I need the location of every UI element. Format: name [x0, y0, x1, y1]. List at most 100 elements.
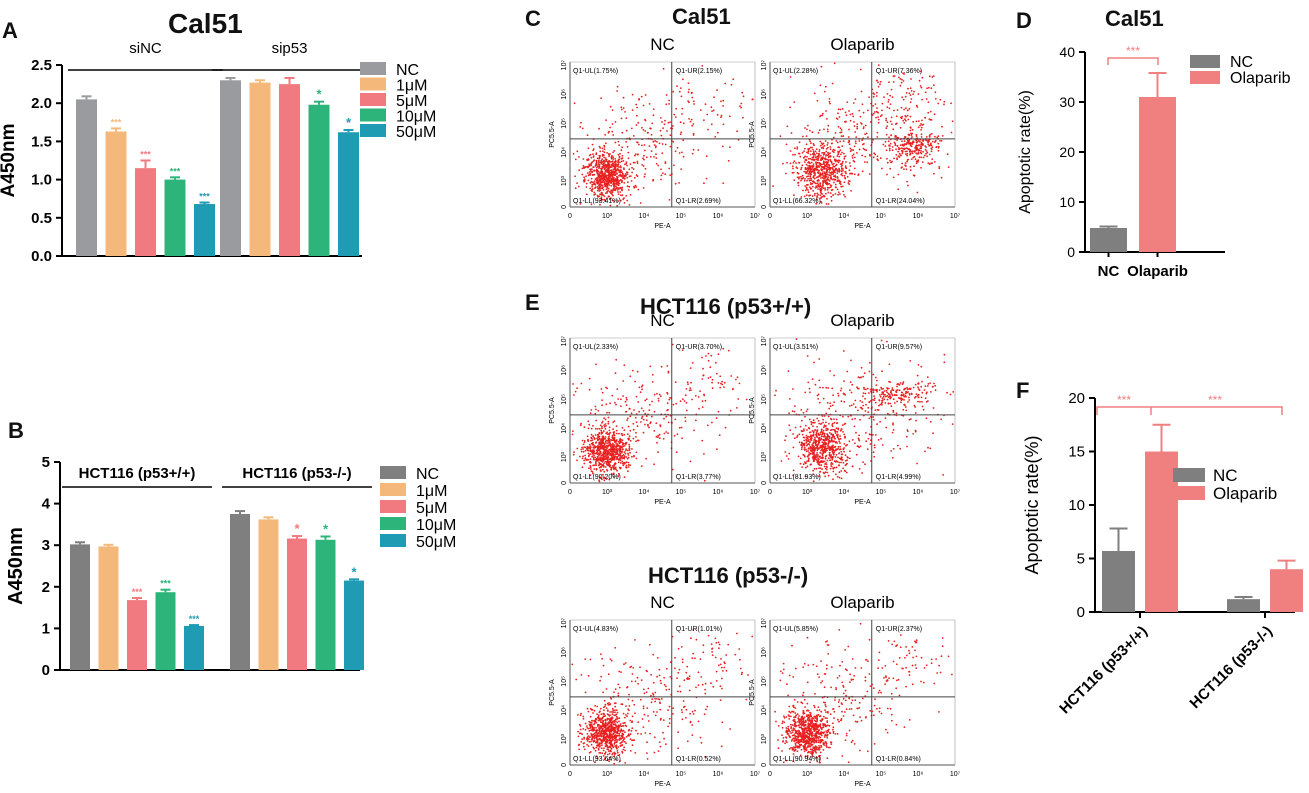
- flow-dot: [674, 381, 677, 383]
- flow-dot: [809, 391, 811, 394]
- panel-a-title: Cal51: [168, 8, 243, 39]
- flow-dot: [598, 461, 601, 464]
- group-label: HCT116 (p53+/+): [79, 465, 196, 482]
- flow-dot: [845, 120, 847, 123]
- flow-dot: [614, 466, 617, 469]
- flow-dot: [835, 466, 838, 469]
- flow-dot: [679, 121, 682, 124]
- flow-dot: [690, 118, 693, 121]
- flow-dot: [848, 139, 851, 142]
- flow-dot: [667, 371, 670, 374]
- flow-dot: [720, 114, 723, 117]
- flow-dot: [689, 460, 692, 463]
- flow-dot: [634, 154, 636, 157]
- flow-dot: [702, 374, 705, 376]
- flow-dot: [619, 438, 622, 440]
- flow-dot: [604, 453, 607, 455]
- flow-dot: [626, 715, 628, 718]
- flow-dot: [835, 164, 837, 167]
- flow-dot: [789, 429, 792, 432]
- flow-dot: [879, 394, 881, 396]
- flow-dot: [598, 190, 601, 192]
- flow-dot: [586, 743, 588, 746]
- flow-dot: [615, 715, 618, 718]
- flow-dot: [600, 431, 603, 434]
- flow-dot: [855, 453, 858, 456]
- flow-dot: [805, 188, 808, 190]
- flow-dot: [616, 751, 619, 754]
- flow-dot: [885, 119, 887, 122]
- flow-dot: [864, 463, 866, 466]
- flow-dot: [612, 746, 615, 749]
- flow-dot: [578, 169, 581, 172]
- flow-dot: [859, 376, 861, 379]
- flow-dot: [786, 125, 789, 128]
- flow-dot: [858, 148, 861, 151]
- flow-dot: [803, 454, 806, 457]
- flow-dot: [832, 168, 834, 171]
- flow-dot: [826, 471, 829, 474]
- y-tick-label: 2: [42, 579, 50, 596]
- flow-dot: [582, 450, 585, 453]
- flow-dot: [621, 154, 624, 157]
- flow-dot: [666, 130, 668, 132]
- flow-dot: [928, 163, 931, 166]
- flow-dot: [849, 172, 852, 175]
- flow-dot: [805, 441, 808, 444]
- flow-dot: [608, 164, 611, 167]
- flow-dot: [937, 102, 940, 105]
- flow-dot: [812, 433, 815, 436]
- flow-condition-label: Olaparib: [830, 311, 894, 330]
- flow-dot: [843, 436, 846, 439]
- flow-dot: [887, 412, 889, 415]
- bar: [308, 104, 330, 256]
- flow-dot: [849, 147, 852, 150]
- flow-dot: [710, 354, 713, 357]
- flow-dot: [667, 408, 669, 411]
- flow-dot: [585, 186, 588, 188]
- flow-dot: [822, 461, 824, 464]
- flow-dot: [907, 158, 910, 161]
- flow-dot: [625, 725, 628, 728]
- flow-dot: [618, 720, 620, 723]
- flow-dot: [626, 419, 629, 421]
- flow-dot: [629, 375, 632, 378]
- flow-dot: [812, 148, 814, 151]
- flow-dot: [807, 178, 809, 180]
- flow-dot: [592, 746, 595, 749]
- flow-dot: [612, 454, 615, 457]
- flow-dot: [891, 456, 894, 459]
- flow-dot: [868, 173, 871, 175]
- flow-dot: [804, 189, 807, 192]
- flow-dot: [852, 403, 855, 405]
- flow-dot: [614, 752, 617, 755]
- flow-dot: [674, 116, 677, 118]
- flow-dot: [685, 401, 688, 404]
- flow-dot: [841, 456, 843, 459]
- flow-dot: [589, 412, 592, 415]
- flow-dot: [599, 199, 601, 202]
- flow-dot: [823, 432, 826, 435]
- flow-dot: [903, 395, 906, 398]
- flow-dot: [824, 172, 826, 175]
- x-tick-label: HCT116 (p53-/-): [1187, 623, 1276, 712]
- flow-dot: [622, 96, 625, 99]
- flow-dot: [665, 431, 668, 433]
- flow-dot: [929, 420, 932, 423]
- flow-dot: [596, 438, 599, 441]
- y-tick-label: 20: [1059, 144, 1075, 160]
- flow-dot: [814, 441, 816, 444]
- flow-dot: [825, 429, 828, 432]
- flow-dot: [615, 744, 618, 747]
- flow-dot: [780, 460, 783, 462]
- flow-dot: [824, 187, 826, 190]
- flow-dot: [621, 174, 624, 177]
- flow-dot: [876, 155, 879, 158]
- flow-dot: [806, 408, 809, 411]
- flow-dot: [920, 141, 923, 144]
- flow-dot: [804, 185, 807, 187]
- flow-dot: [701, 400, 704, 403]
- flow-dot: [894, 142, 896, 145]
- flow-dot: [625, 441, 627, 444]
- flow-dot: [800, 430, 803, 432]
